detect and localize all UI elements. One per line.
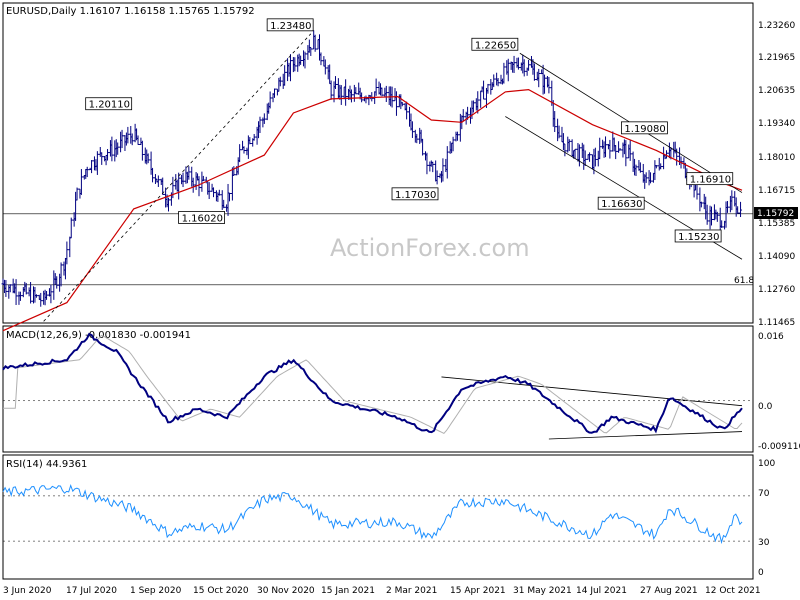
price-tick-label: 1.16715 — [758, 186, 795, 196]
macd-signal-line — [3, 334, 743, 435]
x-tick-label: 12 Oct 2021 — [705, 586, 761, 596]
rsi-tick-label: 0 — [758, 568, 764, 578]
annotation-label: 1.23480 — [270, 21, 311, 32]
x-tick-label: 2 Mar 2021 — [386, 586, 437, 596]
macd-tick-label: -0.009116 — [758, 442, 800, 452]
annotation-box — [621, 121, 668, 135]
x-tick-label: 30 Nov 2020 — [257, 586, 315, 596]
annotation-box — [471, 37, 519, 51]
x-tick-label: 15 Apr 2021 — [450, 586, 506, 596]
annotation-label: 1.16910 — [690, 175, 731, 186]
plot-layer: 1.23480 1.22650 1.20110 1.19080 1.16910 1.170… — [1, 18, 753, 545]
price-tick-label: 1.12760 — [758, 285, 795, 295]
rsi-tick-label: 100 — [758, 459, 775, 469]
moving-average-line — [2, 88, 743, 332]
annotation-label: 1.17030 — [395, 190, 436, 201]
watermark: ActionForex.com — [330, 234, 530, 262]
macd-tick-label: 0.016 — [758, 332, 784, 342]
annotation-label: 1.20110 — [89, 100, 130, 111]
annotation-box — [597, 196, 645, 210]
x-tick-label: 15 Jan 2021 — [321, 586, 375, 596]
price-axis: 1.23260 1.21965 1.20635 1.19340 1.18010 … — [758, 21, 795, 328]
price-tick-label: 1.14090 — [758, 252, 795, 262]
macd-tick-label: 0.0 — [758, 402, 773, 412]
rsi-tick-label: 30 — [758, 538, 770, 548]
price-tick-label: 1.21965 — [758, 53, 795, 63]
x-tick-label: 17 Jul 2020 — [66, 586, 117, 596]
annotation-box — [178, 211, 225, 224]
x-tick-label: 1 Sep 2020 — [130, 586, 182, 596]
price-tick-label: 1.11465 — [758, 318, 795, 328]
rsi-line — [2, 483, 743, 545]
macd-line — [2, 332, 743, 434]
price-tick-label: 1.20635 — [758, 86, 795, 96]
annotation-box — [266, 18, 314, 32]
annotation-box — [674, 229, 722, 243]
x-tick-label: 14 Jul 2021 — [576, 586, 627, 596]
annotation-label: 1.22650 — [475, 40, 516, 51]
macd-upper-trendline — [441, 376, 743, 407]
annotation-label: 1.15230 — [678, 232, 719, 243]
price-tick-label: 1.23260 — [758, 21, 795, 31]
macd-lower-trendline — [548, 431, 743, 440]
price-tick-label: 1.19340 — [758, 119, 795, 129]
annotation-box — [686, 172, 734, 186]
annotation-label: 1.16020 — [182, 213, 223, 224]
macd-pane — [2, 325, 754, 453]
annotation-label: 1.16630 — [601, 199, 642, 210]
x-tick-label: 15 Oct 2020 — [193, 586, 249, 596]
x-axis: 3 Jun 2020 17 Jul 2020 1 Sep 2020 15 Oct… — [3, 586, 761, 596]
main-title: EURUSD,Daily 1.16107 1.16158 1.15765 1.1… — [6, 6, 255, 17]
x-tick-label: 31 May 2021 — [513, 586, 572, 596]
rsi-tick-label: 70 — [758, 489, 770, 499]
current-price-box — [754, 207, 798, 219]
rsi-pane — [2, 454, 754, 580]
annotation-box — [85, 97, 133, 111]
annotation-label: 1.19080 — [624, 124, 665, 135]
rsi-title: RSI(14) 44.9361 — [6, 459, 87, 470]
macd-title: MACD(12,26,9) -0.001830 -0.001941 — [6, 330, 191, 341]
price-tick-label: 1.15385 — [758, 219, 795, 229]
fib-label: 61.8 — [734, 276, 754, 286]
price-tick-label: 1.18010 — [758, 153, 795, 163]
current-price-label: 1.15792 — [757, 209, 794, 219]
x-tick-label: 27 Aug 2021 — [640, 586, 698, 596]
x-tick-label: 3 Jun 2020 — [3, 586, 52, 596]
annotation-box — [391, 187, 439, 201]
price-pane — [2, 2, 754, 324]
